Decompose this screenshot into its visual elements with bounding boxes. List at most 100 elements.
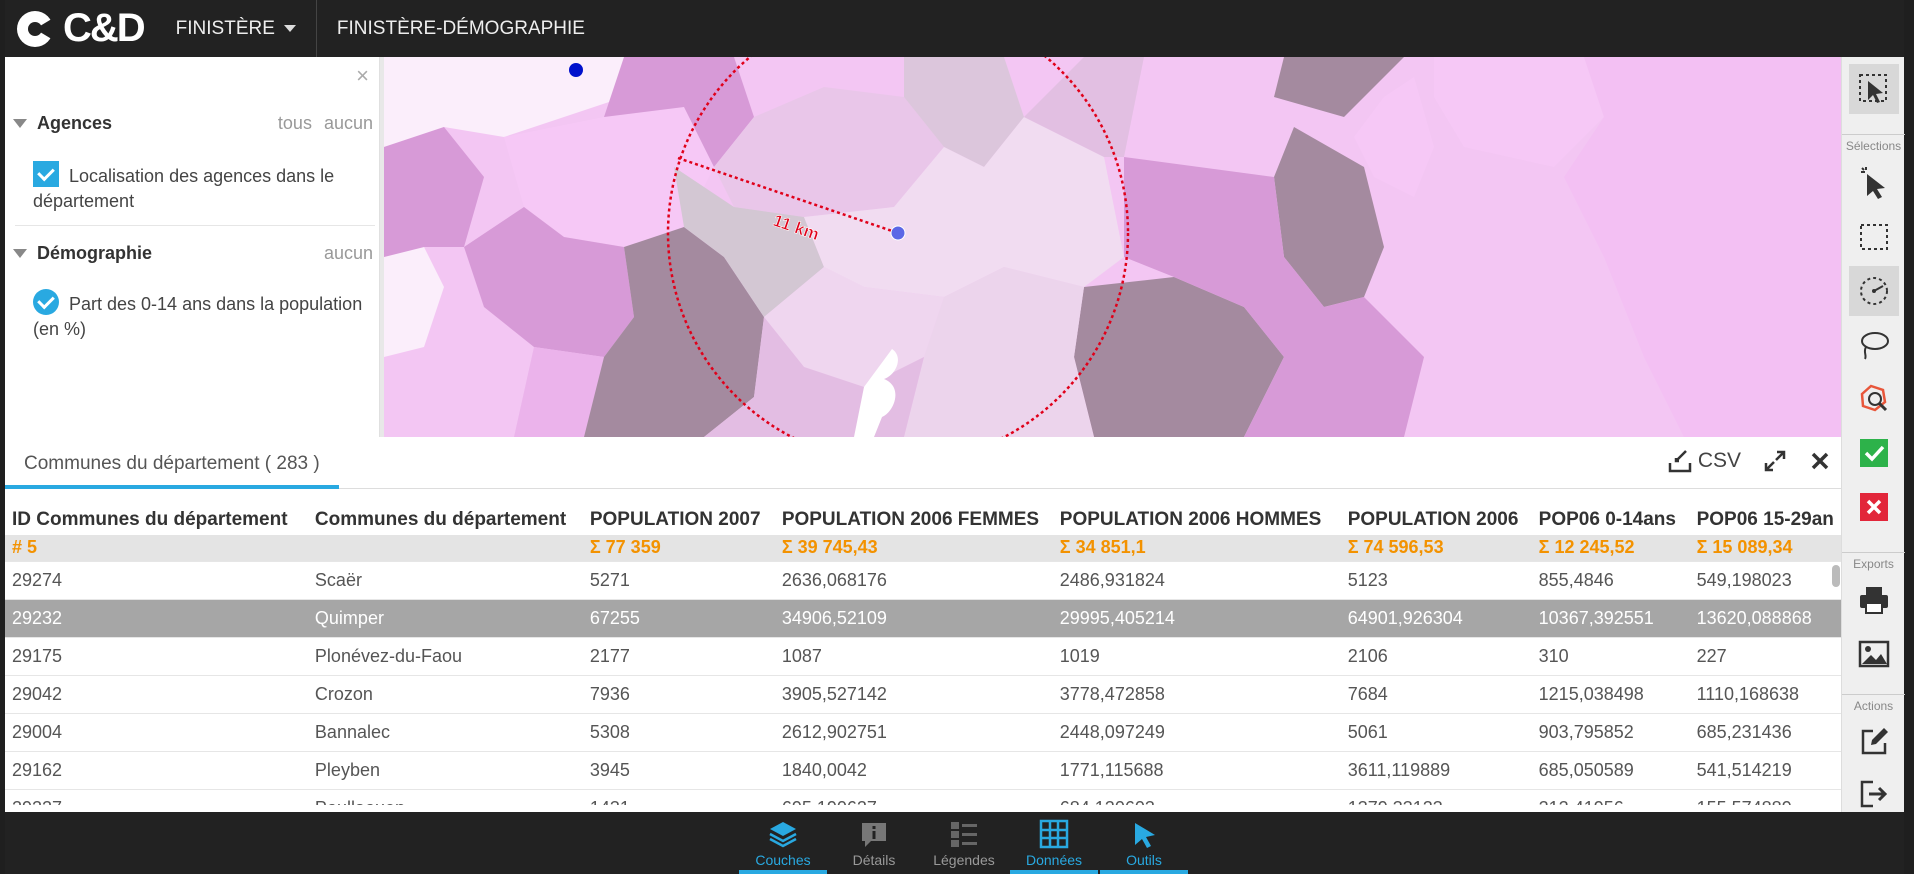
data-grid-icon — [1039, 819, 1069, 849]
selection-mode-button[interactable] — [1849, 64, 1899, 114]
layer-group-agences[interactable]: Agences tous aucun — [13, 113, 373, 134]
tab-couches[interactable]: Couches — [739, 812, 827, 874]
column-header[interactable]: POPULATION 2007 — [589, 509, 761, 530]
table-row[interactable]: 29227Poullaouen1431695,190627684,1206031… — [5, 789, 1841, 805]
map-region[interactable] — [504, 107, 714, 247]
map-region[interactable] — [1124, 157, 1324, 307]
collapse-triangle-icon[interactable] — [13, 119, 27, 128]
table-cell: 2612,902751 — [774, 713, 1053, 752]
table-cell: 903,795852 — [1531, 713, 1690, 752]
csv-export-button[interactable]: CSV — [1668, 449, 1741, 473]
column-header[interactable]: POP06 0-14ans — [1538, 509, 1676, 530]
map-region[interactable] — [674, 167, 824, 317]
close-panel-icon[interactable]: × — [356, 63, 369, 88]
map-region[interactable] — [604, 57, 754, 167]
table-cell: 227 — [1689, 637, 1841, 676]
lasso-select-button[interactable] — [1849, 320, 1899, 370]
table-cell: 10367,392551 — [1531, 599, 1690, 638]
map-region[interactable] — [1564, 57, 1841, 437]
table-cell: 1431 — [582, 789, 775, 805]
select-all-link[interactable]: tous — [277, 113, 312, 133]
edit-button[interactable] — [1849, 717, 1899, 767]
layer-agences[interactable]: Localisation des agences dans le départe… — [33, 161, 378, 214]
column-header[interactable]: POP06 15-29an — [1696, 509, 1834, 530]
map-region[interactable] — [464, 207, 634, 357]
map-region[interactable] — [384, 247, 444, 357]
right-toolbar: Sélections Exports Actions — [1841, 57, 1905, 812]
pointer-select-button[interactable] — [1849, 158, 1899, 208]
zone-search-button[interactable] — [1849, 374, 1899, 424]
collapse-triangle-icon[interactable] — [13, 249, 27, 258]
map-view[interactable]: 11 km — [380, 57, 1841, 437]
map-region[interactable] — [514, 347, 604, 437]
map-region[interactable] — [804, 117, 1124, 297]
checkbox-checked-icon[interactable] — [33, 161, 59, 187]
table-cell: 29227 — [5, 789, 308, 805]
map-region[interactable] — [1274, 127, 1384, 307]
tab-details[interactable]: Détails — [830, 812, 918, 874]
column-header[interactable]: POPULATION 2006 FEMMES — [781, 509, 1040, 530]
print-button[interactable] — [1849, 575, 1899, 625]
table-cell: 13620,088868 — [1689, 599, 1841, 638]
map-region[interactable] — [904, 267, 1094, 437]
map-water — [854, 349, 898, 437]
radio-checked-icon[interactable] — [33, 289, 59, 315]
exit-icon — [1860, 780, 1888, 808]
map-region[interactable] — [1274, 57, 1404, 117]
map-region[interactable] — [384, 127, 484, 257]
logo[interactable]: C&D — [5, 0, 156, 57]
tab-legendes[interactable]: Légendes — [920, 812, 1008, 874]
vertical-scrollbar[interactable] — [1832, 565, 1840, 587]
table-cell: 310 — [1531, 637, 1690, 676]
validate-button[interactable] — [1849, 428, 1899, 478]
table-row[interactable]: 29162 Pleyben 3945 1840,0042 1771,115688 3611… — [5, 751, 1841, 790]
tab-communes[interactable]: Communes du département ( 283 ) — [5, 437, 339, 489]
section-label: Sélections — [1842, 134, 1905, 153]
image-export-button[interactable] — [1849, 629, 1899, 679]
table-cell: 5123 — [1340, 561, 1532, 600]
exit-button[interactable] — [1849, 769, 1899, 819]
table-cell: 7684 — [1340, 675, 1532, 714]
map-region[interactable] — [1244, 297, 1424, 437]
layer-demographie[interactable]: Part des 0-14 ans dans la population (en… — [33, 289, 378, 342]
map-region[interactable] — [1024, 57, 1144, 157]
tab-outils[interactable]: Outils — [1100, 812, 1188, 874]
map-region[interactable] — [1074, 277, 1284, 437]
map-region[interactable] — [584, 227, 764, 437]
column-header[interactable]: POPULATION 2006 HOMMES — [1059, 509, 1322, 530]
tab-label: Couches — [755, 852, 811, 868]
table-cell: 29004 — [5, 713, 308, 752]
select-none-link[interactable]: aucun — [323, 243, 373, 263]
select-none-link[interactable]: aucun — [323, 113, 373, 133]
close-icon[interactable] — [1809, 450, 1831, 472]
map-region[interactable] — [1354, 77, 1434, 197]
table-cell: 34906,52109 — [774, 599, 1053, 638]
map-region[interactable] — [904, 57, 1024, 167]
table-cell: 685,050589 — [1531, 751, 1690, 790]
circle-select-button[interactable] — [1849, 266, 1899, 316]
cancel-button[interactable] — [1849, 482, 1899, 532]
tab-donnees[interactable]: Données — [1010, 812, 1098, 874]
territory-menu-button[interactable]: FINISTÈRE — [156, 0, 317, 57]
table-row[interactable]: 29232 Quimper 67255 34906,52109 29995,405214… — [5, 599, 1841, 638]
radius-circle[interactable] — [666, 57, 1130, 437]
table-row[interactable]: 29004 Bannalec 5308 2612,902751 2448,097249 5… — [5, 713, 1841, 752]
table-row[interactable]: 29042 Crozon 7936 3905,527142 3778,472858 768… — [5, 675, 1841, 714]
map-region[interactable] — [764, 267, 944, 387]
circle-center-point[interactable] — [890, 225, 906, 241]
agency-point[interactable] — [569, 63, 583, 77]
table-row[interactable]: 29274 Scaër 5271 2636,068176 2486,931824 5123… — [5, 561, 1841, 600]
column-header[interactable]: POPULATION 2006 — [1347, 509, 1519, 530]
map-region[interactable] — [1434, 57, 1604, 167]
choropleth-map[interactable]: 11 km — [384, 57, 1841, 437]
column-header[interactable]: ID Communes du département — [12, 509, 288, 530]
table-row[interactable]: 29175 Plonévez-du-Faou 2177 1087 1019 2106 310… — [5, 637, 1841, 676]
layer-group-demographie[interactable]: Démographie aucun — [13, 243, 373, 264]
map-region[interactable] — [714, 87, 944, 217]
table-cell: 29995,405214 — [1052, 599, 1341, 638]
map-region[interactable] — [384, 57, 644, 147]
expand-icon[interactable] — [1763, 449, 1787, 473]
column-header[interactable]: Communes du département — [314, 509, 567, 530]
table-cell: 549,198023 — [1689, 561, 1841, 600]
rectangle-select-button[interactable] — [1849, 212, 1899, 262]
